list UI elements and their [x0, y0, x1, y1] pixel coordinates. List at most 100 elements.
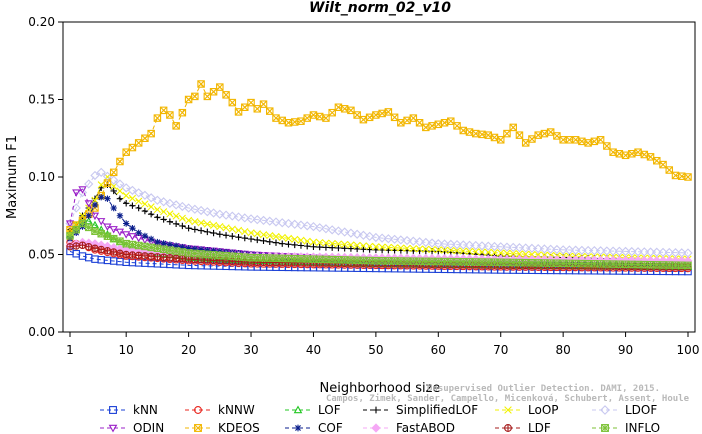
data-point: [122, 148, 130, 156]
data-point: [553, 259, 561, 267]
legend-label: INFLO: [625, 421, 660, 434]
data-point: [415, 257, 424, 265]
x-axis-label: Neighborhood size: [320, 381, 441, 396]
data-point: [389, 234, 400, 244]
data-point: [340, 256, 349, 264]
data-point: [129, 202, 136, 209]
data-point: [122, 231, 131, 239]
data-point: [596, 260, 605, 268]
data-point: [515, 250, 524, 258]
data-point: [110, 204, 117, 212]
data-point: [191, 218, 199, 226]
legend-label: ODIN: [133, 421, 164, 434]
data-point: [129, 224, 136, 232]
data-point: [128, 240, 137, 249]
data-point: [66, 232, 74, 240]
data-point: [247, 253, 255, 262]
data-point: [346, 228, 356, 238]
data-point: [103, 247, 112, 255]
data-point: [596, 136, 605, 144]
data-point: [116, 187, 124, 195]
data-point: [109, 168, 118, 177]
data-point: [278, 254, 286, 263]
data-point: [154, 214, 161, 221]
data-point: [179, 222, 186, 230]
data-point: [347, 241, 355, 249]
data-point: [259, 254, 268, 262]
y-tick-label: 0.15: [28, 93, 55, 107]
data-point: [84, 243, 93, 251]
legend-marker: [601, 424, 609, 432]
data-point: [372, 246, 380, 254]
data-point: [671, 261, 680, 269]
data-point: [428, 245, 436, 254]
data-point: [135, 229, 142, 236]
data-point: [253, 105, 262, 113]
y-tick-label: 0.10: [28, 170, 55, 184]
data-point: [384, 257, 393, 265]
data-point: [222, 91, 230, 99]
data-point: [103, 179, 112, 187]
data-point: [140, 190, 150, 200]
data-point: [103, 232, 112, 240]
data-point: [684, 173, 692, 181]
data-point: [477, 241, 487, 251]
data-point: [452, 239, 462, 250]
data-point: [390, 113, 399, 122]
data-point: [421, 237, 431, 248]
data-point: [90, 212, 100, 221]
data-point: [209, 221, 218, 229]
data-point: [241, 103, 249, 112]
legend-item-knnw: kNNW: [185, 403, 255, 417]
data-point: [503, 258, 511, 267]
data-point: [197, 227, 205, 234]
x-tick-label: 40: [306, 343, 321, 357]
data-point: [528, 135, 536, 143]
data-point: [434, 246, 442, 254]
data-point: [316, 238, 324, 247]
data-point: [228, 252, 237, 260]
data-point: [603, 260, 611, 268]
data-point: [503, 249, 511, 257]
data-point: [578, 259, 586, 268]
data-point: [408, 236, 418, 246]
data-point: [659, 160, 667, 169]
data-point: [546, 244, 556, 254]
data-point: [241, 227, 249, 236]
legend-item-cof: COF: [285, 421, 343, 434]
data-point: [172, 247, 180, 255]
series-line: [69, 82, 689, 231]
data-point: [91, 201, 99, 209]
data-point: [309, 255, 318, 263]
data-point: [333, 226, 344, 236]
data-point: [372, 256, 380, 265]
legend-item-kdeos: KDEOS: [185, 421, 260, 434]
data-point: [122, 220, 130, 227]
data-point: [564, 245, 575, 255]
data-point: [241, 234, 248, 242]
data-point: [285, 241, 292, 248]
data-point: [634, 148, 642, 156]
data-point: [353, 111, 361, 119]
data-point: [334, 256, 343, 264]
data-point: [483, 241, 493, 251]
data-point: [297, 242, 305, 249]
data-point: [328, 108, 336, 117]
data-point: [284, 234, 293, 242]
data-point: [185, 224, 192, 232]
legend-label: KDEOS: [218, 421, 260, 434]
data-point: [110, 187, 117, 195]
data-point: [72, 225, 80, 234]
data-point: [247, 229, 255, 237]
data-point: [340, 227, 350, 237]
data-point: [397, 244, 405, 252]
data-point: [459, 247, 467, 255]
data-point: [640, 150, 649, 159]
legend-label: LDOF: [625, 403, 657, 417]
data-point: [266, 238, 273, 245]
data-point: [335, 244, 342, 252]
data-point: [571, 259, 580, 268]
data-point: [310, 243, 317, 250]
data-point: [191, 255, 199, 264]
data-point: [302, 221, 312, 231]
